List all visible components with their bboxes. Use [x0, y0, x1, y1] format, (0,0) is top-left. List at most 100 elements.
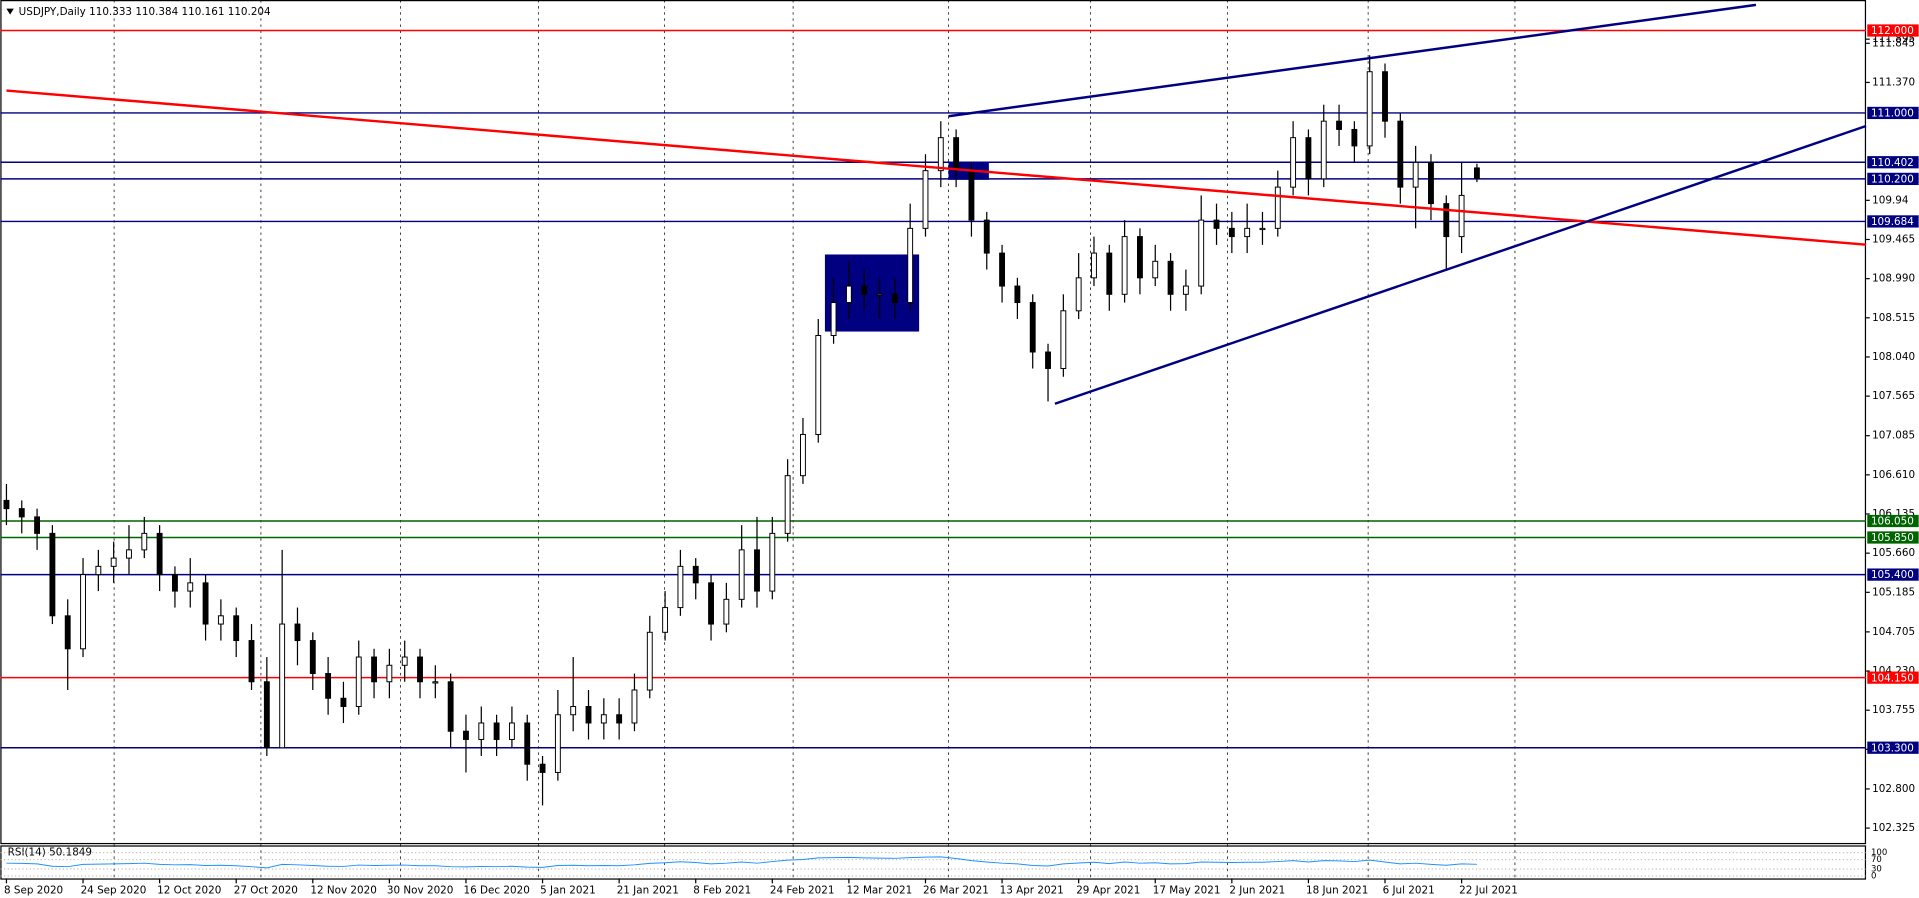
candle-body — [1428, 161, 1434, 205]
x-tick-label: 16 Dec 2020 — [464, 885, 530, 897]
candle-body — [325, 673, 332, 699]
candle-body — [554, 714, 561, 773]
vertical-grid — [113, 0, 1516, 879]
candle-body — [524, 722, 531, 765]
menu-triangle — [6, 8, 14, 15]
y-tick-label: 108.040 — [1872, 351, 1915, 363]
candle-body — [738, 549, 745, 600]
y-tick-label: 107.565 — [1872, 390, 1915, 402]
level-label-box — [1867, 156, 1919, 169]
candle-body — [1167, 260, 1174, 295]
rsi-tick-label: 0 — [1871, 871, 1876, 881]
candle-body — [141, 532, 148, 551]
candle-body — [1351, 128, 1358, 147]
candle-body — [386, 664, 393, 683]
candle-body — [616, 714, 623, 724]
level-label-box — [1867, 514, 1919, 528]
candle-body — [95, 565, 102, 576]
candle-body — [417, 656, 423, 683]
candle-body — [1290, 137, 1297, 188]
candle-body — [432, 681, 439, 684]
x-tick-label: 5 Jan 2021 — [540, 885, 596, 897]
candle-body — [662, 607, 669, 633]
candle-body — [18, 508, 25, 518]
candle-body — [570, 706, 577, 716]
x-tick-label: 26 Mar 2021 — [923, 885, 989, 897]
rsi-tick-label: 100 — [1871, 848, 1887, 858]
y-tick-label: 111.845 — [1872, 37, 1915, 49]
candle-body — [815, 335, 822, 435]
level-label: 112.000 — [1871, 25, 1914, 37]
candle-body — [1259, 227, 1266, 231]
trend-line — [6, 89, 1867, 246]
candle-body — [401, 656, 408, 666]
candle-body — [876, 293, 883, 297]
y-tick-label: 108.990 — [1872, 273, 1915, 285]
candle-body — [309, 640, 316, 675]
chart-title: USDJPY,Daily 110.333 110.384 110.161 110… — [19, 6, 271, 18]
candle-body — [953, 137, 960, 172]
candle-body — [723, 598, 730, 625]
level-label-box — [1867, 24, 1919, 37]
candle-body — [1412, 161, 1419, 188]
candle-body — [1382, 71, 1388, 122]
candle-body — [3, 499, 10, 510]
rsi-title: RSI(14) 50.1849 — [8, 847, 92, 859]
level-label: 104.150 — [1871, 672, 1914, 684]
x-tick-label: 13 Apr 2021 — [1000, 885, 1064, 897]
candle-body — [340, 697, 347, 707]
x-tick-label: 24 Sep 2020 — [81, 885, 147, 897]
x-tick-label: 8 Feb 2021 — [693, 885, 751, 897]
candle-body — [1152, 260, 1159, 279]
level-label-box — [1867, 568, 1919, 581]
candle-body — [1029, 302, 1036, 353]
candle-body — [1091, 252, 1097, 279]
rsi-tick-label: 70 — [1871, 855, 1882, 865]
candle-body — [1136, 236, 1143, 279]
candle-body — [371, 656, 377, 683]
x-tick-label: 6 Jul 2021 — [1383, 885, 1435, 897]
y-tick-label: 106.610 — [1872, 469, 1915, 481]
candle-body — [1213, 219, 1220, 229]
y-tick-label: 102.800 — [1872, 783, 1915, 795]
level-label: 106.050 — [1871, 516, 1914, 528]
candle-body — [80, 574, 86, 650]
candle-body — [463, 730, 469, 740]
candle-body — [217, 615, 224, 625]
y-tick-label: 108.515 — [1872, 312, 1915, 324]
candle-body — [539, 763, 546, 773]
candle-body — [1473, 167, 1480, 180]
plot-border — [0, 0, 1867, 845]
level-label: 110.200 — [1871, 174, 1914, 186]
candle-body — [355, 656, 362, 707]
y-tick-label: 111.895 — [1872, 33, 1915, 45]
candle-body — [1274, 186, 1281, 229]
candle-body — [891, 293, 898, 304]
level-label-box — [1867, 106, 1919, 120]
level-label: 109.684 — [1871, 216, 1914, 228]
candle-body — [1320, 120, 1327, 180]
candle-body — [447, 681, 454, 732]
candle-body — [1014, 285, 1021, 304]
candle-body — [172, 574, 178, 592]
level-label: 111.000 — [1871, 108, 1914, 120]
x-tick-label: 30 Nov 2020 — [387, 885, 453, 897]
candle-body — [692, 565, 699, 584]
candle-body — [263, 681, 270, 749]
candle-body — [983, 219, 990, 254]
level-label-box — [1867, 671, 1919, 684]
candle-body — [508, 722, 515, 740]
y-tick-label: 109.94 — [1872, 194, 1909, 206]
level-label: 103.300 — [1871, 742, 1914, 754]
candle-body — [937, 137, 944, 172]
y-tick-label: 105.660 — [1872, 547, 1915, 559]
candle-body — [1198, 219, 1205, 287]
trend-line — [1054, 124, 1867, 405]
candle-body — [646, 631, 653, 691]
level-label-box — [1867, 172, 1919, 186]
candle-body — [784, 475, 791, 534]
y-tick-label: 104.705 — [1872, 626, 1915, 638]
x-tick-label: 24 Feb 2021 — [770, 885, 835, 897]
x-tick-label: 18 Jun 2021 — [1306, 885, 1368, 897]
